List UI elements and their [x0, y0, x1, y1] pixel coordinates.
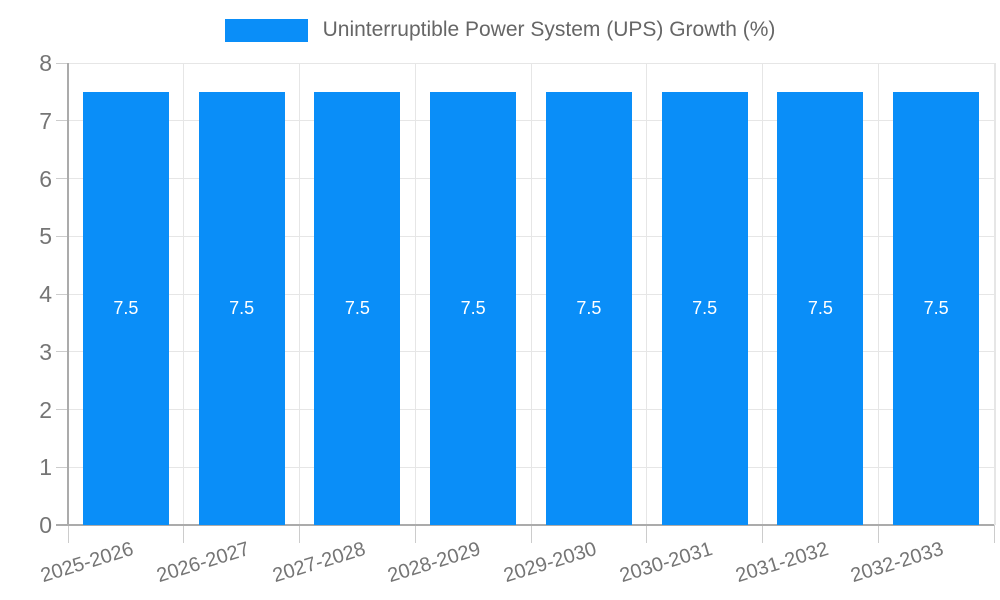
bar-2025-2026[interactable]: 7.5: [82, 91, 169, 525]
x-axis-tick-6: [762, 525, 763, 543]
bar-value-label-2031-2032: 7.5: [807, 298, 833, 319]
gridline-x-4: [530, 63, 532, 525]
legend-swatch: [224, 18, 308, 42]
x-axis-tick-2: [299, 525, 300, 543]
gridline-x-5: [646, 63, 648, 525]
y-axis-label-2: 2: [39, 396, 52, 423]
bar-value-label-2029-2030: 7.5: [576, 298, 602, 319]
y-axis-line: [67, 63, 69, 525]
bar-2030-2031[interactable]: 7.5: [661, 91, 748, 525]
x-axis-label-2031-2032: 2031-2032: [732, 538, 831, 588]
y-axis-tick-3: [56, 351, 68, 353]
bar-value-label-2028-2029: 7.5: [460, 298, 486, 319]
x-axis-tick-3: [414, 525, 416, 543]
bar-value-label-2027-2028: 7.5: [344, 298, 370, 319]
y-axis-label-6: 6: [39, 165, 52, 192]
x-axis-label-2030-2031: 2030-2031: [617, 538, 716, 588]
y-axis-label-5: 5: [39, 223, 52, 250]
gridline-x-2: [299, 63, 300, 525]
bar-2026-2027[interactable]: 7.5: [198, 91, 285, 525]
x-axis-tick-1: [183, 525, 185, 543]
x-axis-label-2028-2029: 2028-2029: [385, 538, 484, 588]
x-axis-tick-0: [67, 525, 69, 543]
gridline-x-8: [993, 63, 996, 525]
legend-item-ups-growth[interactable]: Uninterruptible Power System (UPS) Growt…: [224, 18, 776, 42]
y-axis-tick-5: [56, 235, 68, 237]
x-axis-label-2032-2033: 2032-2033: [848, 538, 947, 588]
y-axis-tick-8: [56, 62, 68, 64]
bar-value-label-2026-2027: 7.5: [229, 298, 255, 319]
gridline-x-6: [762, 63, 763, 525]
legend: Uninterruptible Power System (UPS) Growt…: [0, 18, 1000, 42]
bar-value-label-2025-2026: 7.5: [113, 298, 139, 319]
bar-2031-2032[interactable]: 7.5: [777, 91, 864, 525]
gridline-x-7: [877, 63, 879, 525]
bar-2027-2028[interactable]: 7.5: [314, 91, 401, 525]
x-axis-tick-4: [530, 525, 532, 543]
bar-2028-2029[interactable]: 7.5: [430, 91, 517, 525]
x-axis-label-2025-2026: 2025-2026: [38, 538, 137, 588]
bar-value-label-2030-2031: 7.5: [692, 298, 718, 319]
y-axis-tick-7: [56, 120, 68, 122]
y-axis-tick-4: [56, 293, 68, 295]
y-axis-label-7: 7: [39, 107, 52, 134]
y-axis-label-8: 8: [39, 50, 52, 76]
x-axis-label-2026-2027: 2026-2027: [154, 538, 253, 588]
legend-label: Uninterruptible Power System (UPS) Growt…: [322, 18, 776, 41]
y-axis-label-1: 1: [39, 454, 52, 481]
bar-value-label-2032-2033: 7.5: [923, 298, 949, 319]
x-axis-tick-8: [993, 525, 995, 543]
bar-2029-2030[interactable]: 7.5: [545, 91, 632, 525]
x-axis-tick-5: [646, 525, 648, 543]
y-axis-tick-1: [56, 466, 68, 468]
x-axis-baseline: [56, 524, 994, 526]
y-axis-label-4: 4: [39, 281, 52, 307]
x-axis-tick-7: [877, 525, 879, 543]
y-axis-label-3: 3: [39, 338, 52, 365]
y-axis-tick-6: [56, 178, 68, 179]
bar-2032-2033[interactable]: 7.5: [893, 91, 980, 525]
x-axis-label-2027-2028: 2027-2028: [269, 538, 368, 588]
y-axis-label-0: 0: [39, 512, 52, 538]
x-axis-label-2029-2030: 2029-2030: [501, 538, 600, 588]
gridline-x-1: [183, 63, 185, 525]
gridline-x-3: [414, 63, 416, 525]
y-axis-tick-2: [56, 409, 68, 410]
